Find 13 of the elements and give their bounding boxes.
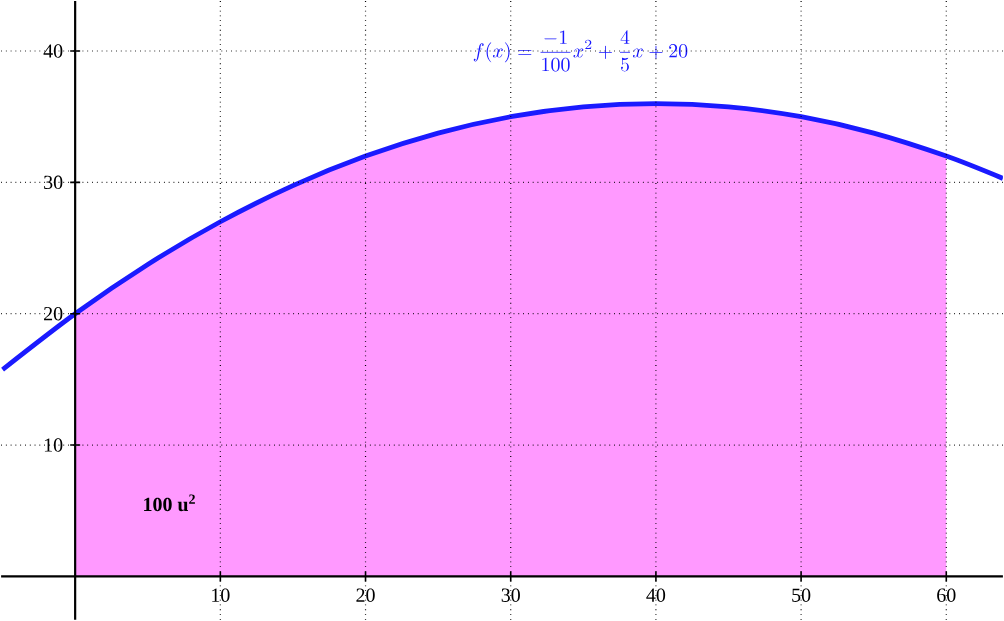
x-tick-label: 40 <box>646 588 666 602</box>
line-series <box>1 101 1003 372</box>
y-tick-label: 10 <box>44 438 63 452</box>
x-tick-label: 30 <box>501 588 520 602</box>
x-tick-label: 50 <box>792 588 811 602</box>
x-tick-label: 60 <box>937 588 956 602</box>
x-tick-label: 10 <box>212 588 230 602</box>
annotation: 100 u$^{2}$ <box>144 494 195 512</box>
annotation: $f(x)=\frac{-1}{100}x^{2}+\frac{4}{5}x+20$ <box>473 30 688 72</box>
y-tick-label: 30 <box>44 175 63 190</box>
y-tick-label: 20 <box>44 307 63 321</box>
x-tick-label: 20 <box>356 588 375 602</box>
y-tick-label: 40 <box>43 44 63 58</box>
